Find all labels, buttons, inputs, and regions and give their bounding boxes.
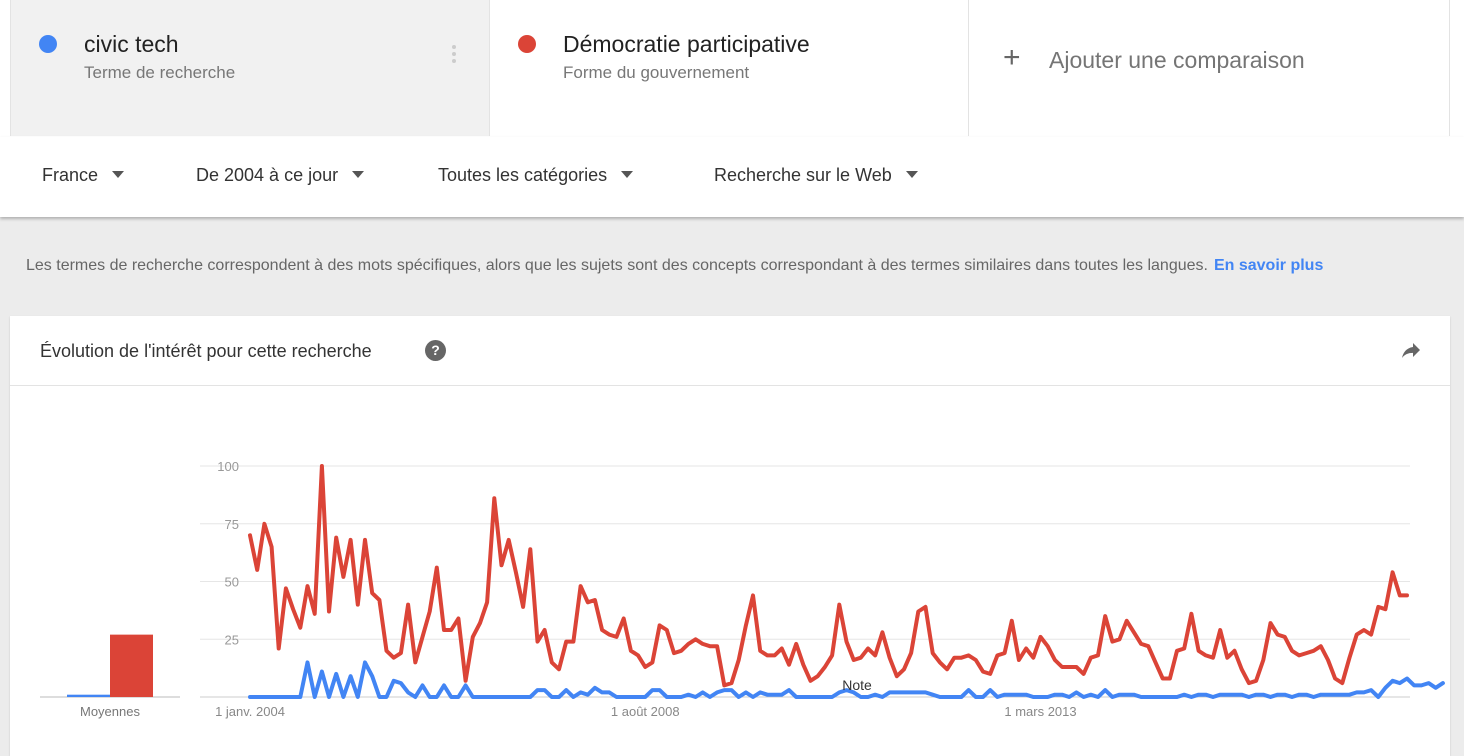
caret-down-icon	[621, 170, 634, 178]
search-type-label: Recherche sur le Web	[714, 165, 892, 185]
term-card-civic-tech[interactable]: civic tech Terme de recherche	[10, 0, 490, 136]
search-type-dropdown[interactable]: Recherche sur le Web	[714, 165, 918, 186]
series-line	[248, 464, 1409, 688]
filter-bar: France De 2004 à ce jour Toutes les caté…	[0, 137, 1464, 217]
add-comparison-button[interactable]: + Ajouter une comparaison	[969, 0, 1450, 136]
card-title: Évolution de l'intérêt pour cette recher…	[40, 341, 372, 361]
period-label: De 2004 à ce jour	[196, 165, 339, 185]
term-name[interactable]: civic tech	[84, 31, 179, 57]
series-color-dot	[39, 35, 57, 53]
category-label: Toutes les catégories	[438, 165, 608, 185]
interest-over-time-card: Évolution de l'intérêt pour cette recher…	[10, 316, 1450, 756]
interest-chart: 100 75 50 25 1 janv. 2004 1 août 2008 1 mars 2…	[40, 459, 1445, 719]
info-text: Les termes de recherche correspondent à …	[26, 257, 1208, 274]
period-dropdown[interactable]: De 2004 à ce jour	[196, 165, 365, 186]
caret-down-icon	[352, 170, 365, 178]
y-tick-label: 100	[217, 459, 239, 474]
more-options-icon[interactable]	[451, 45, 457, 69]
learn-more-link[interactable]: En savoir plus	[1213, 257, 1324, 274]
term-card-democratie-participative[interactable]: Démocratie participative Forme du gouver…	[490, 0, 969, 136]
series-color-dot	[518, 35, 536, 53]
add-comparison-label: Ajouter une comparaison	[1049, 47, 1305, 73]
x-tick-label: 1 mars 2013	[1004, 704, 1076, 719]
averages-label: Moyennes	[80, 704, 140, 719]
term-type: Forme du gouvernement	[563, 63, 750, 82]
help-icon[interactable]: ?	[425, 340, 446, 361]
caret-down-icon	[112, 170, 125, 178]
term-name[interactable]: Démocratie participative	[563, 31, 810, 57]
y-tick-label: 75	[225, 517, 239, 532]
x-tick-label: 1 août 2008	[611, 704, 680, 719]
card-header: Évolution de l'intérêt pour cette recher…	[10, 316, 1450, 386]
x-tick-label: 1 janv. 2004	[215, 704, 285, 719]
y-tick-label: 25	[225, 632, 239, 647]
note-annotation: Note	[842, 677, 872, 693]
region-label: France	[42, 165, 99, 185]
series-line	[248, 660, 1445, 699]
region-dropdown[interactable]: France	[42, 165, 125, 186]
category-dropdown[interactable]: Toutes les catégories	[438, 165, 634, 186]
term-type: Terme de recherche	[84, 63, 236, 82]
average-bar	[67, 694, 110, 697]
info-message: Les termes de recherche correspondent à …	[26, 257, 1323, 275]
y-tick-label: 50	[225, 575, 239, 590]
plus-icon: +	[1003, 41, 1021, 74]
search-terms-bar: civic tech Terme de recherche Démocratie…	[0, 0, 1464, 138]
average-bar	[110, 634, 153, 697]
caret-down-icon	[905, 170, 918, 178]
share-icon[interactable]	[1398, 339, 1424, 363]
